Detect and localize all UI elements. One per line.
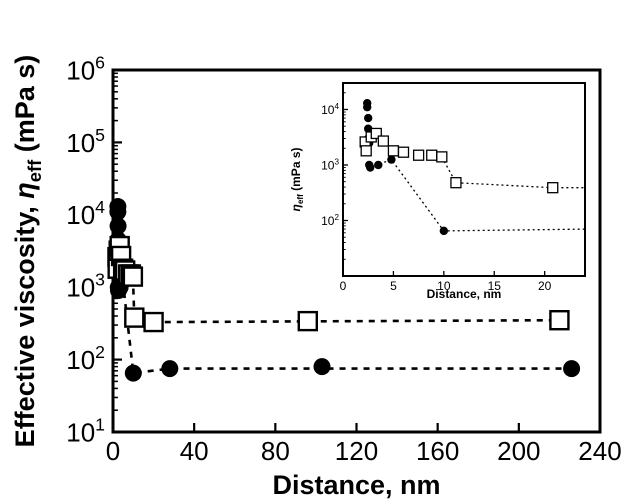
inset-filled-circle-point [363, 102, 372, 112]
main-filled-circle-point [313, 358, 331, 376]
inset-filled-circle-point [364, 124, 373, 133]
main-y-tick-label: 103 [66, 270, 105, 303]
inset-chart: 0 5 10 15 20 102 103 104 Distance, nm ηeff (mPa s… [289, 82, 586, 301]
main-filled-circle-point [124, 364, 142, 382]
main-filled-circle-point [109, 203, 127, 221]
main-open-square-point [297, 310, 318, 332]
inset-x-tick-label: 0 [340, 279, 347, 293]
inset-open-square-point [426, 149, 438, 161]
main-circle-trend-line [121, 280, 572, 375]
main-filled-circle-point [109, 217, 127, 235]
inset-open-square-point [387, 145, 400, 157]
main-x-tick-label: 40 [180, 436, 209, 466]
inset-open-square-point [377, 135, 389, 147]
inset-x-axis-label: Distance, nm [427, 287, 502, 301]
main-y-axis-label: Effective viscosity, ηeff (mPa s) [10, 55, 45, 448]
inset-x-tick-label: 5 [390, 279, 397, 293]
main-y-tick-label: 105 [66, 125, 105, 158]
main-y-tick-label: 101 [66, 414, 105, 447]
inset-open-square-point [436, 151, 448, 163]
main-open-square-point [122, 266, 144, 287]
main-open-square-point [124, 307, 145, 328]
main-open-square-point [143, 311, 164, 333]
main-x-tick-label: 120 [335, 436, 378, 466]
inset-filled-circle-point [439, 226, 449, 236]
inset-y-tick-label: 103 [321, 157, 339, 172]
inset-open-square-point [412, 149, 425, 161]
inset-filled-circle-point [366, 163, 375, 172]
inset-x-tick-label: 10 [437, 279, 451, 293]
main-y-tick-label: 102 [66, 342, 105, 375]
inset-y-axis-label: ηeff (mPa s) [289, 148, 305, 212]
inset-filled-circle-point [374, 160, 383, 170]
main-x-tick-label: 0 [106, 436, 120, 466]
inset-open-square-point [370, 127, 382, 140]
inset-open-square-point [547, 182, 559, 194]
main-x-tick-label: 160 [416, 436, 459, 466]
inset-y-tick-label: 102 [321, 213, 339, 228]
main-y-tick-label: 106 [66, 52, 105, 85]
inset-filled-circle-point [387, 155, 396, 164]
inset-x-tick-label: 15 [488, 279, 502, 293]
main-x-tick-label: 240 [578, 436, 621, 466]
inset-open-square-point [360, 145, 372, 157]
main-y-tick-label: 104 [66, 197, 105, 230]
main-filled-circle-point [161, 360, 179, 378]
inset-x-tick-label: 20 [538, 279, 552, 293]
main-x-axis-label: Distance, nm [272, 470, 440, 500]
inset-plot-frame [342, 82, 586, 277]
main-x-tick-label: 80 [261, 436, 290, 466]
inset-filled-circle-point [364, 113, 373, 123]
main-x-tick-label: 200 [497, 436, 540, 466]
main-filled-circle-point [563, 360, 581, 378]
inset-open-square-point [450, 177, 462, 189]
main-open-square-point [549, 310, 570, 331]
inset-y-tick-label: 104 [321, 102, 339, 117]
inset-open-square-point [397, 146, 410, 158]
